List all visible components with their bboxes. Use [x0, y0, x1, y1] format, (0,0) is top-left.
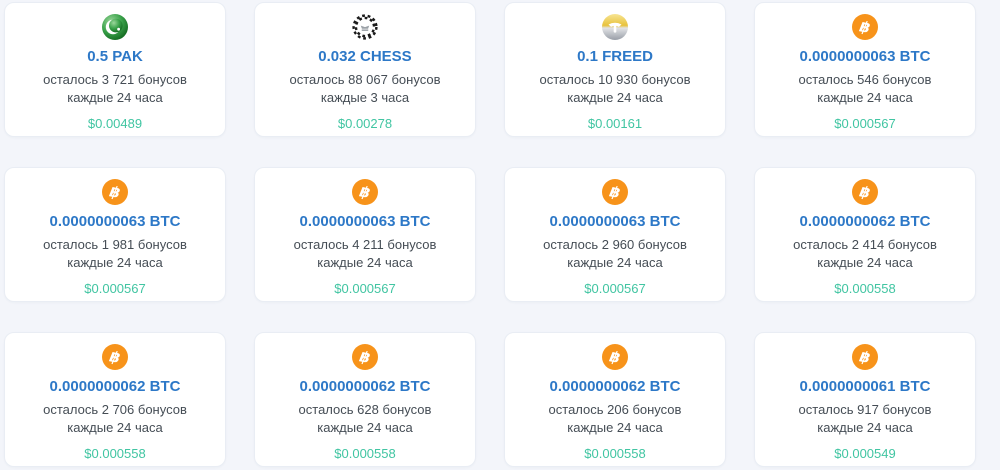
bonus-usd-value: $0.000549: [834, 446, 896, 461]
bonus-remaining-text: осталось 1 981 бонусов: [43, 237, 187, 252]
bonus-interval-text: каждые 24 часа: [67, 255, 163, 270]
bonus-card[interactable]: ฿ 0.0000000062 BTC осталось 2 706 бонусо…: [4, 332, 226, 467]
btc-coin-icon: ฿: [851, 178, 879, 206]
bonus-remaining-text: осталось 2 706 бонусов: [43, 402, 187, 417]
svg-text:฿: ฿: [858, 17, 872, 37]
bonus-description: осталось 917 бонусов каждые 24 часа: [799, 401, 932, 437]
btc-coin-icon: ฿: [851, 343, 879, 371]
bonus-usd-value: $0.000558: [334, 446, 396, 461]
bonus-card[interactable]: ฿ 0.0000000063 BTC осталось 1 981 бонусо…: [4, 167, 226, 302]
bonus-usd-value: $0.00278: [337, 116, 393, 131]
bonus-usd-value: $0.000558: [834, 281, 896, 296]
bonus-interval-text: каждые 24 часа: [67, 90, 163, 105]
bonus-usd-value: $0.000567: [334, 281, 396, 296]
bonus-amount: 0.5 PAK: [87, 48, 143, 65]
bonus-interval-text: каждые 24 часа: [567, 420, 663, 435]
bonus-description: осталось 546 бонусов каждые 24 часа: [799, 71, 932, 107]
bonus-description: осталось 206 бонусов каждые 24 часа: [549, 401, 682, 437]
bonus-amount: 0.0000000062 BTC: [549, 378, 681, 395]
bonus-remaining-text: осталось 10 930 бонусов: [539, 72, 691, 87]
bonus-description: осталось 1 981 бонусов каждые 24 часа: [43, 236, 187, 272]
bonus-remaining-text: осталось 3 721 бонусов: [43, 72, 187, 87]
bonus-amount: 0.0000000062 BTC: [49, 378, 181, 395]
bonus-description: осталось 2 960 бонусов каждые 24 часа: [543, 236, 687, 272]
bonus-interval-text: каждые 24 часа: [317, 420, 413, 435]
bonus-card[interactable]: 0.032 CHESS осталось 88 067 бонусов кажд…: [254, 2, 476, 137]
svg-text:฿: ฿: [358, 182, 372, 202]
bonus-interval-text: каждые 3 часа: [320, 90, 410, 105]
bonus-usd-value: $0.000567: [84, 281, 146, 296]
chess-coin-icon: [351, 13, 379, 41]
btc-coin-icon: ฿: [601, 178, 629, 206]
bonus-card[interactable]: ฿ 0.0000000062 BTC осталось 2 414 бонусо…: [754, 167, 976, 302]
bonus-remaining-text: осталось 546 бонусов: [798, 72, 932, 87]
btc-coin-icon: ฿: [101, 178, 129, 206]
svg-text:฿: ฿: [608, 347, 622, 367]
bonus-usd-value: $0.000558: [84, 446, 146, 461]
bonus-card[interactable]: 0.1 FREED осталось 10 930 бонусов каждые…: [504, 2, 726, 137]
bonus-interval-text: каждые 24 часа: [817, 90, 913, 105]
bonus-remaining-text: осталось 88 067 бонусов: [289, 72, 441, 87]
btc-coin-icon: ฿: [101, 343, 129, 371]
bonus-usd-value: $0.000567: [584, 281, 646, 296]
bonus-card[interactable]: ฿ 0.0000000062 BTC осталось 206 бонусов …: [504, 332, 726, 467]
bonus-interval-text: каждые 24 часа: [817, 255, 913, 270]
bonus-usd-value: $0.000558: [584, 446, 646, 461]
bonus-amount: 0.0000000063 BTC: [299, 213, 431, 230]
bonus-card[interactable]: ฿ 0.0000000063 BTC осталось 546 бонусов …: [754, 2, 976, 137]
bonus-amount: 0.0000000063 BTC: [799, 48, 931, 65]
svg-text:฿: ฿: [358, 347, 372, 367]
bonus-card[interactable]: ฿ 0.0000000063 BTC осталось 2 960 бонусо…: [504, 167, 726, 302]
svg-text:฿: ฿: [608, 182, 622, 202]
bonus-description: осталось 3 721 бонусов каждые 24 часа: [43, 71, 187, 107]
bonus-remaining-text: осталось 628 бонусов: [298, 402, 432, 417]
bonus-description: осталось 2 414 бонусов каждые 24 часа: [793, 236, 937, 272]
bonus-amount: 0.0000000061 BTC: [799, 378, 931, 395]
bonus-remaining-text: осталось 2 414 бонусов: [793, 237, 937, 252]
bonus-interval-text: каждые 24 часа: [317, 255, 413, 270]
bonus-description: осталось 2 706 бонусов каждые 24 часа: [43, 401, 187, 437]
bonus-description: осталось 628 бонусов каждые 24 часа: [299, 401, 432, 437]
bonus-interval-text: каждые 24 часа: [817, 420, 913, 435]
bonus-amount: 0.0000000063 BTC: [49, 213, 181, 230]
bonus-remaining-text: осталось 917 бонусов: [798, 402, 932, 417]
btc-coin-icon: ฿: [351, 343, 379, 371]
svg-text:฿: ฿: [108, 347, 122, 367]
bonus-interval-text: каждые 24 часа: [567, 255, 663, 270]
bonus-description: осталось 4 211 бонусов каждые 24 часа: [294, 236, 437, 272]
bonus-remaining-text: осталось 206 бонусов: [548, 402, 682, 417]
bonus-description: осталось 88 067 бонусов каждые 3 часа: [290, 71, 441, 107]
bonus-remaining-text: осталось 4 211 бонусов: [293, 237, 437, 252]
bonus-amount: 0.0000000063 BTC: [549, 213, 681, 230]
bonus-interval-text: каждые 24 часа: [567, 90, 663, 105]
svg-text:฿: ฿: [108, 182, 122, 202]
svg-text:฿: ฿: [858, 347, 872, 367]
bonus-interval-text: каждые 24 часа: [67, 420, 163, 435]
bonus-remaining-text: осталось 2 960 бонусов: [543, 237, 687, 252]
svg-text:฿: ฿: [858, 182, 872, 202]
bonus-usd-value: $0.000567: [834, 116, 896, 131]
bonus-amount: 0.0000000062 BTC: [299, 378, 431, 395]
btc-coin-icon: ฿: [601, 343, 629, 371]
bonus-card[interactable]: ฿ 0.0000000062 BTC осталось 628 бонусов …: [254, 332, 476, 467]
bonus-description: осталось 10 930 бонусов каждые 24 часа: [540, 71, 691, 107]
bonus-amount: 0.032 CHESS: [318, 48, 412, 65]
bonus-card[interactable]: ฿ 0.0000000063 BTC осталось 4 211 бонусо…: [254, 167, 476, 302]
bonus-usd-value: $0.00161: [587, 116, 643, 131]
bonus-amount: 0.0000000062 BTC: [799, 213, 931, 230]
btc-coin-icon: ฿: [851, 13, 879, 41]
bonus-card[interactable]: 0.5 PAK осталось 3 721 бонусов каждые 24…: [4, 2, 226, 137]
pak-coin-icon: [101, 13, 129, 41]
btc-coin-icon: ฿: [351, 178, 379, 206]
bonus-usd-value: $0.00489: [87, 116, 143, 131]
freed-coin-icon: [601, 13, 629, 41]
bonus-amount: 0.1 FREED: [577, 48, 653, 65]
bonus-card[interactable]: ฿ 0.0000000061 BTC осталось 917 бонусов …: [754, 332, 976, 467]
